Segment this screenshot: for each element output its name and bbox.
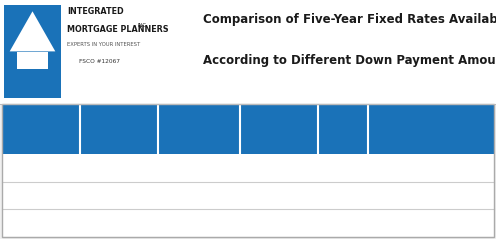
Text: Purchase
Price: Purchase Price <box>18 119 65 139</box>
Text: According to Different Down Payment Amounts: According to Different Down Payment Amou… <box>203 54 496 67</box>
Text: $55,556: $55,556 <box>99 163 139 173</box>
Text: $125,000: $125,000 <box>96 190 142 201</box>
Bar <box>2 104 494 154</box>
Text: Interest
Cost Over
Five Years: Interest Cost Over Five Years <box>405 114 457 145</box>
Text: $500,000: $500,000 <box>256 190 302 201</box>
Text: $52,659: $52,659 <box>411 218 451 228</box>
Text: 20%: 20% <box>188 190 210 201</box>
Polygon shape <box>9 11 56 51</box>
Text: 10%: 10% <box>188 163 210 173</box>
Bar <box>16 52 49 69</box>
Text: 2.39%: 2.39% <box>327 190 358 201</box>
Text: FSCO #12067: FSCO #12067 <box>79 59 121 64</box>
Text: $625,000: $625,000 <box>18 190 64 201</box>
Text: 25%: 25% <box>188 218 210 228</box>
Text: MORTGAGE PLANNERS: MORTGAGE PLANNERS <box>67 25 169 34</box>
Text: EXPERTS IN YOUR INTEREST: EXPERTS IN YOUR INTEREST <box>67 42 140 47</box>
Text: $55,000: $55,000 <box>411 190 451 201</box>
Text: Mortgage
Amount: Mortgage Amount <box>254 119 304 139</box>
Text: Comparison of Five-Year Fixed Rates Available: Comparison of Five-Year Fixed Rates Avai… <box>203 13 496 26</box>
Bar <box>4 5 61 98</box>
Bar <box>2 154 494 182</box>
Text: $166,667: $166,667 <box>96 218 142 228</box>
Text: Down
Payment
Amount: Down Payment Amount <box>97 114 141 145</box>
Text: $666,667: $666,667 <box>18 218 64 228</box>
Text: INTEGRATED: INTEGRATED <box>67 7 124 16</box>
Text: 2.29%: 2.29% <box>327 218 358 228</box>
Text: Rate: Rate <box>331 125 355 134</box>
Bar <box>0 0 496 104</box>
Text: INC.: INC. <box>137 23 148 28</box>
Bar <box>2 182 494 209</box>
Text: $500,000: $500,000 <box>256 218 302 228</box>
Text: $51,490: $51,490 <box>411 163 451 173</box>
Text: $500,000: $500,000 <box>256 163 302 173</box>
Text: Down
Payment
Percentage: Down Payment Percentage <box>170 114 228 145</box>
Bar <box>2 104 494 237</box>
Bar <box>27 69 37 78</box>
Bar <box>14 69 24 78</box>
Text: 2.24%: 2.24% <box>327 163 358 173</box>
Bar <box>14 82 24 92</box>
Text: $555,556: $555,556 <box>18 163 64 173</box>
Bar <box>27 82 37 92</box>
Bar <box>2 209 494 237</box>
